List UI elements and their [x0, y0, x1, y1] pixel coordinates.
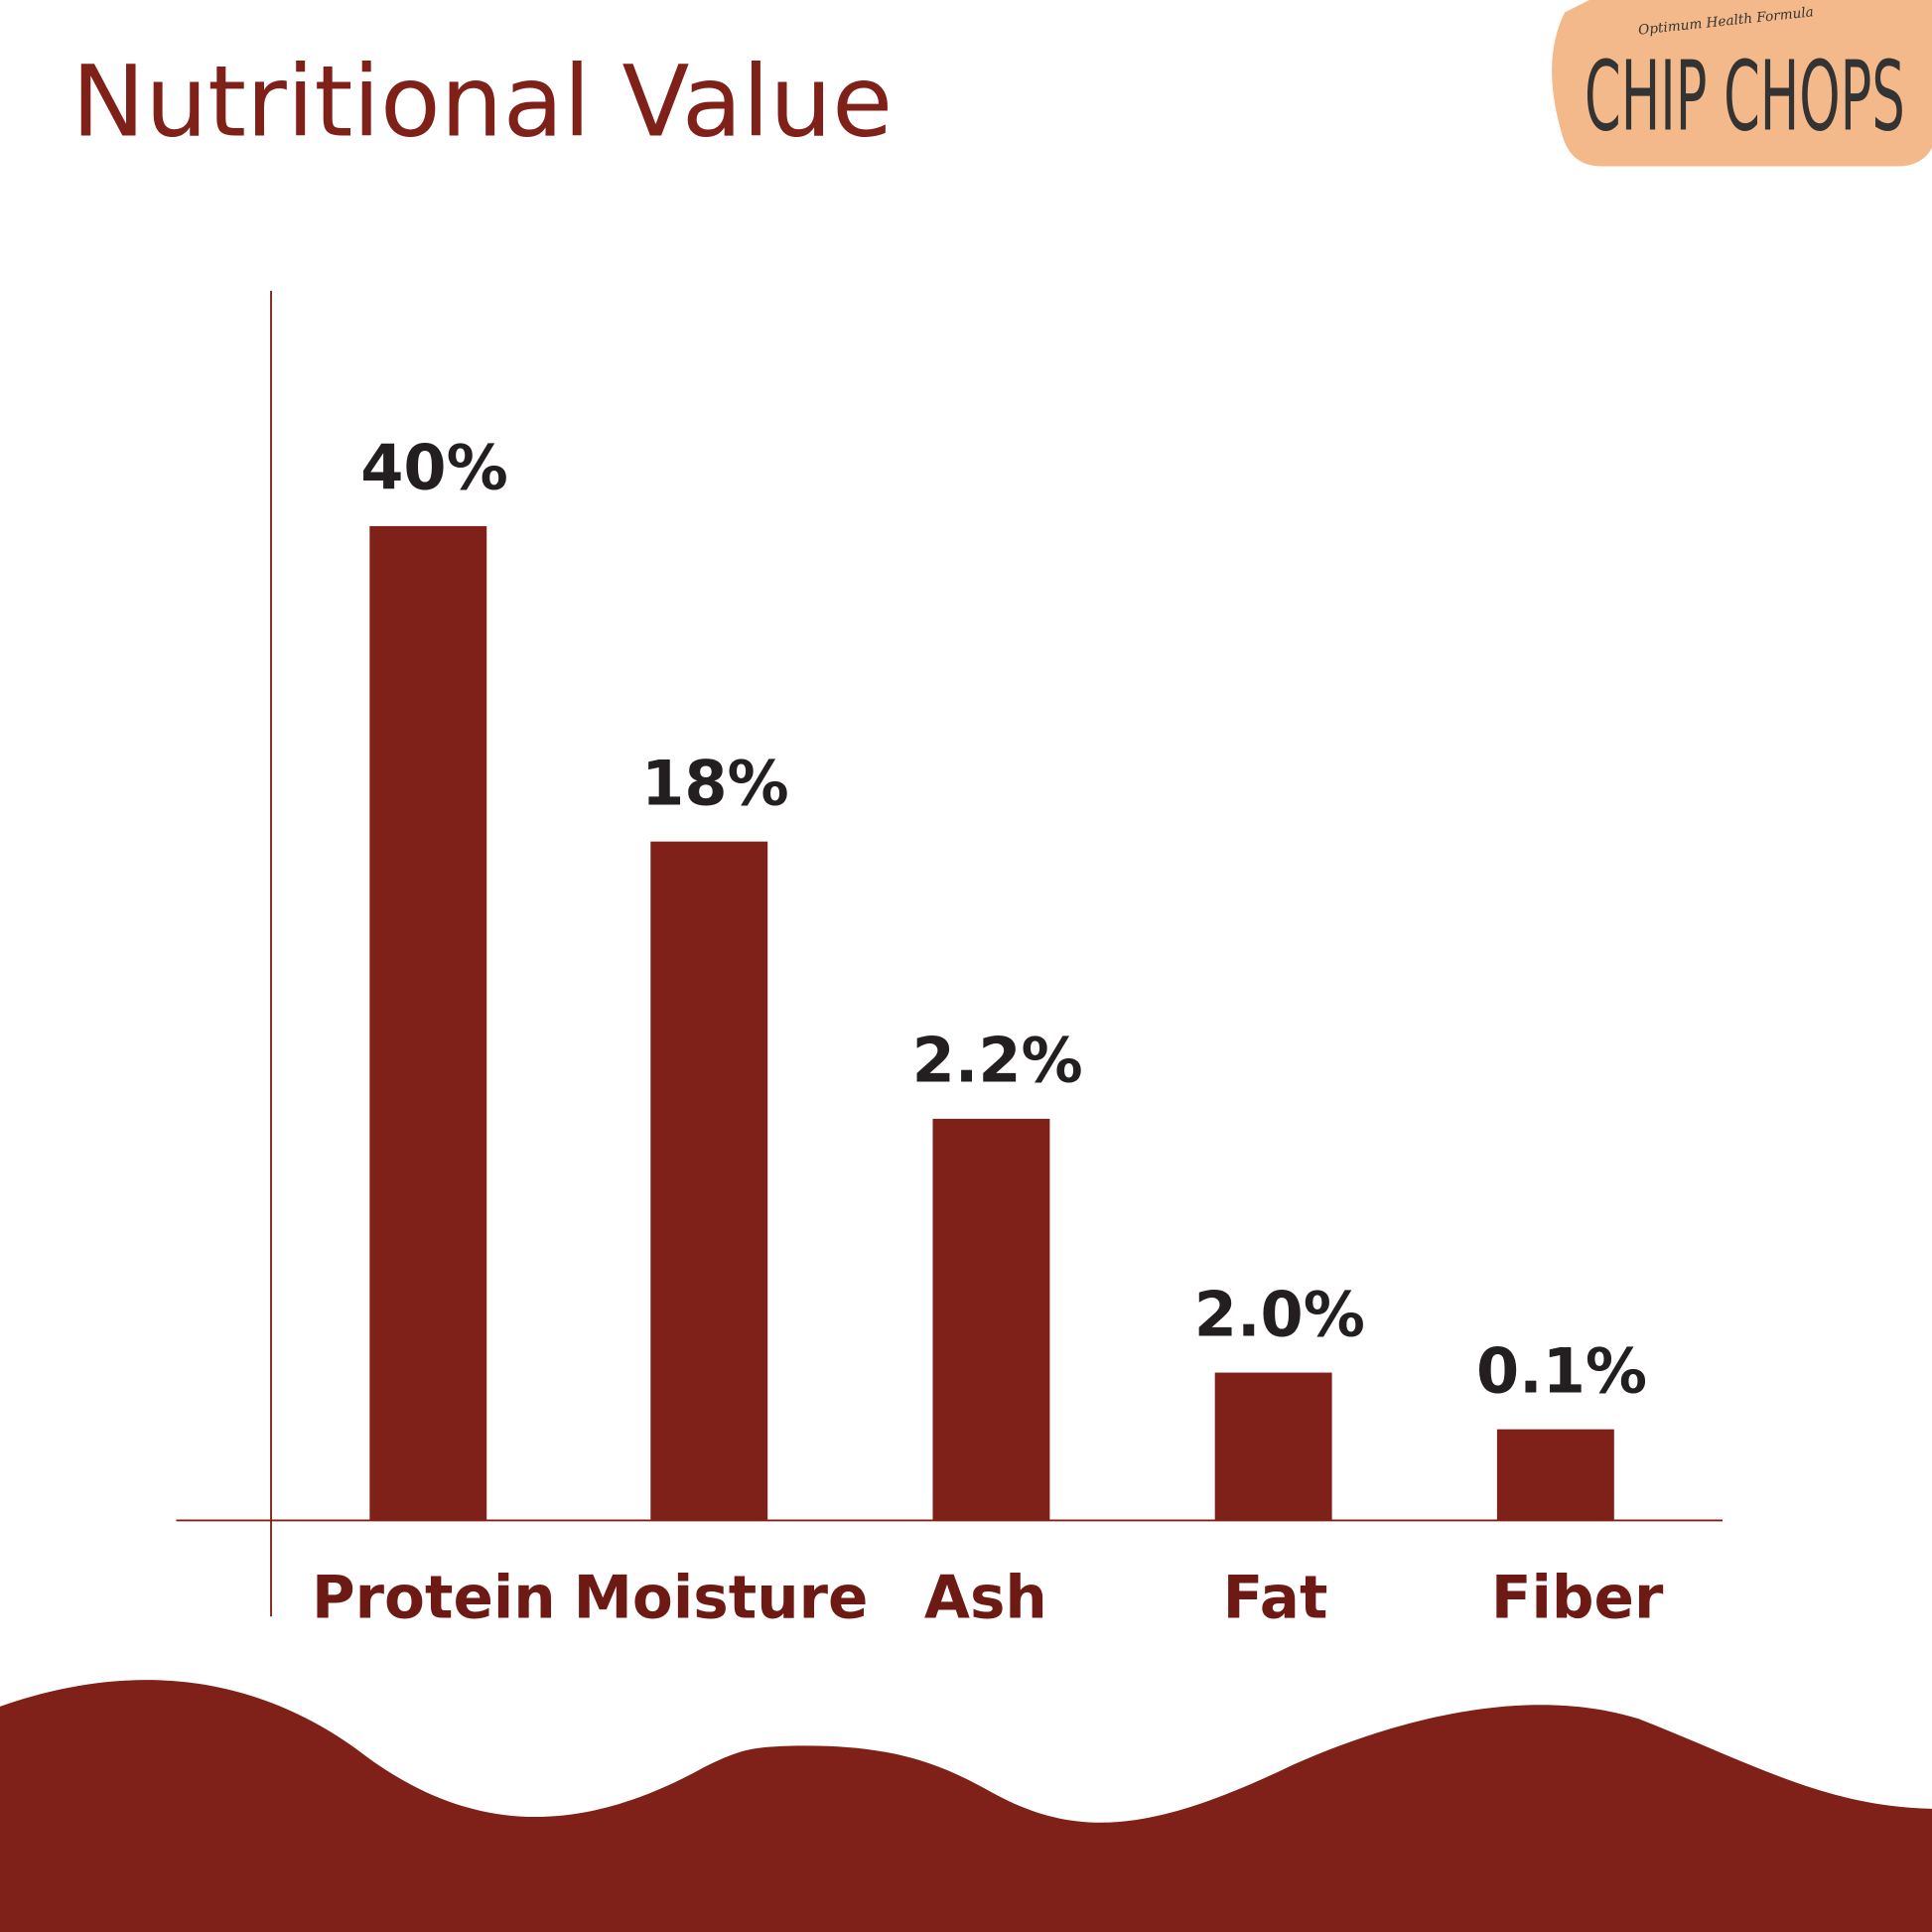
data-label: 18%: [641, 747, 789, 819]
brand-logo: Optimum Health Formula CHIP CHOPS: [1552, 0, 1932, 167]
decorative-wave: [0, 1680, 1932, 1932]
category-label: Fat: [1223, 1565, 1328, 1633]
category-label: Protein: [312, 1565, 556, 1633]
category-label: Moisture: [574, 1565, 869, 1633]
category-label: Fiber: [1491, 1565, 1664, 1633]
svg-text:CHIP CHOPS: CHIP CHOPS: [1585, 40, 1905, 152]
bar-fiber: [1496, 1429, 1614, 1521]
data-label: 40%: [360, 432, 508, 504]
data-label: 0.1%: [1476, 1334, 1647, 1407]
data-label: 2.0%: [1194, 1278, 1365, 1350]
category-label: Ash: [924, 1565, 1047, 1633]
chart-title: Nutritional Value: [71, 46, 893, 160]
bar-protein: [369, 525, 487, 1521]
bar-ash: [932, 1118, 1050, 1521]
bar-moisture: [650, 841, 768, 1521]
bar-fat: [1214, 1372, 1332, 1521]
data-label: 2.2%: [912, 1025, 1083, 1097]
